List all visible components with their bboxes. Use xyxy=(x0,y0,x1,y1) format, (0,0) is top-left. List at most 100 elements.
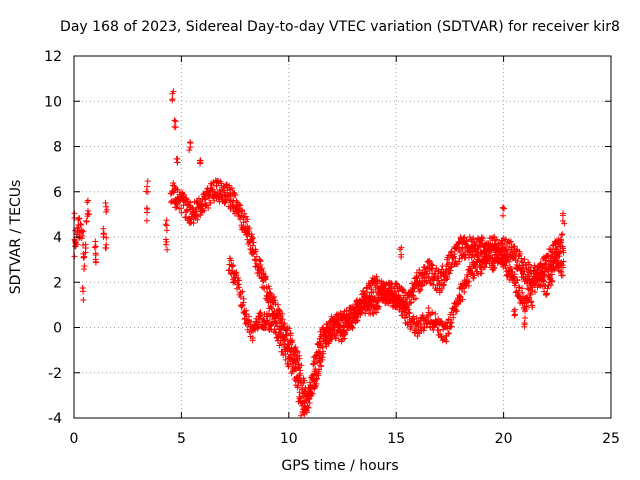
data-point xyxy=(534,263,541,270)
data-point xyxy=(306,386,313,393)
data-point xyxy=(412,295,419,302)
data-point xyxy=(205,205,212,212)
data-point xyxy=(456,297,463,304)
data-point xyxy=(527,291,534,298)
data-point xyxy=(180,191,187,198)
data-point xyxy=(77,220,84,227)
data-point xyxy=(298,362,305,369)
data-point xyxy=(549,278,556,285)
data-point xyxy=(306,400,313,407)
data-point xyxy=(430,281,437,288)
data-point xyxy=(521,256,528,263)
data-point xyxy=(252,246,259,253)
data-point xyxy=(373,309,380,316)
data-point xyxy=(226,267,233,274)
data-point xyxy=(519,289,526,296)
data-point xyxy=(499,204,506,211)
data-point xyxy=(513,247,520,254)
data-point xyxy=(492,241,499,248)
data-point xyxy=(250,239,257,246)
data-point xyxy=(461,251,468,258)
data-point xyxy=(284,360,291,367)
data-point xyxy=(560,258,567,265)
data-point xyxy=(560,249,567,256)
data-point xyxy=(504,271,511,278)
data-point xyxy=(445,316,452,323)
data-point xyxy=(293,366,300,373)
data-point xyxy=(253,260,260,267)
data-point xyxy=(408,323,415,330)
data-point xyxy=(73,241,80,248)
data-point xyxy=(103,203,110,210)
data-point xyxy=(306,379,313,386)
data-point xyxy=(143,188,150,195)
data-point xyxy=(74,225,81,232)
data-point xyxy=(429,309,436,316)
data-point xyxy=(230,262,237,269)
data-point xyxy=(100,233,107,240)
data-point xyxy=(257,258,264,265)
chart-title: Day 168 of 2023, Sidereal Day-to-day VTE… xyxy=(60,19,620,35)
data-point xyxy=(541,261,548,268)
data-point xyxy=(211,197,218,204)
data-point xyxy=(474,268,481,275)
data-point xyxy=(435,327,442,334)
data-point xyxy=(171,123,178,130)
data-point xyxy=(391,288,398,295)
data-point xyxy=(510,274,517,281)
data-point xyxy=(258,265,265,272)
data-point xyxy=(305,396,312,403)
data-point xyxy=(240,295,247,302)
data-point xyxy=(472,261,479,268)
data-point xyxy=(307,382,314,389)
data-point xyxy=(272,320,279,327)
data-point xyxy=(143,217,150,224)
data-point xyxy=(501,205,508,212)
data-point xyxy=(559,217,566,224)
data-point xyxy=(295,382,302,389)
data-point xyxy=(366,281,373,288)
data-point xyxy=(457,293,464,300)
data-point xyxy=(417,287,424,294)
data-point xyxy=(317,362,324,369)
data-point xyxy=(265,310,272,317)
data-point xyxy=(163,227,170,234)
data-point xyxy=(481,248,488,255)
data-point xyxy=(329,331,336,338)
data-point xyxy=(189,205,196,212)
data-point xyxy=(459,296,466,303)
data-point xyxy=(433,286,440,293)
data-point xyxy=(171,117,178,124)
data-point xyxy=(239,288,246,295)
data-point xyxy=(291,365,298,372)
data-point xyxy=(178,209,185,216)
data-point xyxy=(169,97,176,104)
y-tick-label: 6 xyxy=(53,185,62,201)
data-point xyxy=(237,216,244,223)
data-point xyxy=(85,211,92,218)
data-point xyxy=(332,334,339,341)
data-point xyxy=(557,248,564,255)
data-point xyxy=(287,351,294,358)
data-point xyxy=(511,271,518,278)
data-point xyxy=(255,269,262,276)
data-point xyxy=(236,277,243,284)
data-point xyxy=(201,207,208,214)
data-point xyxy=(256,316,263,323)
data-point xyxy=(494,254,501,261)
data-point xyxy=(429,262,436,269)
data-point xyxy=(529,302,536,309)
data-point xyxy=(245,313,252,320)
data-point xyxy=(164,246,171,253)
x-tick-label: 0 xyxy=(70,431,79,447)
y-tick-label: 12 xyxy=(44,49,62,65)
data-point xyxy=(81,263,88,270)
data-point xyxy=(453,308,460,315)
data-point xyxy=(187,139,194,146)
data-point xyxy=(447,320,454,327)
data-point xyxy=(296,355,303,362)
data-point xyxy=(374,298,381,305)
data-point xyxy=(283,331,290,338)
data-point xyxy=(559,264,566,271)
data-point xyxy=(369,309,376,316)
